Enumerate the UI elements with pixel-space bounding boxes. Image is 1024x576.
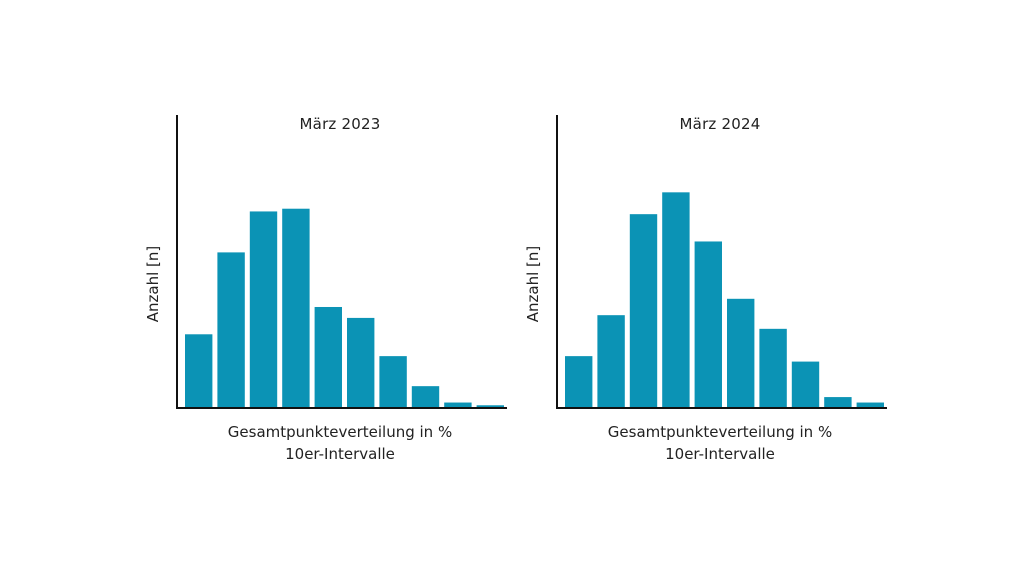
bar-7 bbox=[759, 328, 787, 408]
x-axis-label-line1: Gesamtpunkteverteilung in % bbox=[607, 423, 833, 441]
bar-2 bbox=[217, 252, 245, 408]
bar-8 bbox=[791, 361, 820, 408]
bar-5 bbox=[694, 241, 722, 408]
bar-6 bbox=[347, 317, 375, 408]
bar-10 bbox=[856, 402, 884, 408]
bar-1 bbox=[185, 334, 213, 408]
bar-7 bbox=[379, 356, 407, 408]
bar-6 bbox=[727, 298, 755, 408]
chart-maerz-2023: März 2023 Anzahl [n] Gesamtpunkteverteil… bbox=[135, 105, 507, 475]
bar-1 bbox=[565, 356, 593, 408]
bar-3 bbox=[629, 214, 658, 408]
x-axis-label: Gesamtpunkteverteilung in % 10er-Interva… bbox=[555, 421, 885, 465]
bar-4 bbox=[662, 192, 690, 408]
x-axis-label: Gesamtpunkteverteilung in % 10er-Interva… bbox=[175, 421, 505, 465]
bar-10 bbox=[476, 405, 504, 408]
bar-3 bbox=[249, 211, 278, 408]
bar-8 bbox=[411, 386, 440, 408]
bar-2 bbox=[597, 315, 625, 408]
bar-plot bbox=[556, 115, 887, 409]
bar-plot bbox=[176, 115, 507, 409]
bar-9 bbox=[444, 402, 472, 408]
bar-9 bbox=[824, 397, 852, 408]
chart-maerz-2024: März 2024 Anzahl [n] Gesamtpunkteverteil… bbox=[515, 105, 887, 475]
x-axis-label-line1: Gesamtpunkteverteilung in % bbox=[227, 423, 453, 441]
chart-title: März 2024 bbox=[679, 115, 761, 133]
x-axis-label-line2: 10er-Intervalle bbox=[665, 445, 775, 463]
chart-title: März 2023 bbox=[299, 115, 381, 133]
bar-5 bbox=[314, 306, 342, 408]
bar-4 bbox=[282, 208, 310, 408]
x-axis-label-line2: 10er-Intervalle bbox=[285, 445, 395, 463]
